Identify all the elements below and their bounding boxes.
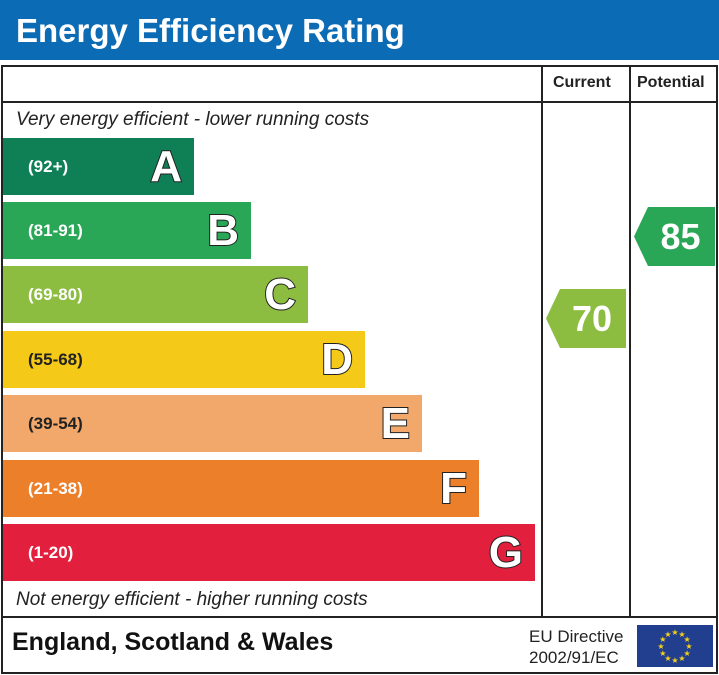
band-bar-d: (55-68) D [3,331,365,388]
band-range: (55-68) [28,349,83,369]
star-icon: ★ [684,635,691,644]
band-bar-a: (92+) A [3,138,194,195]
band-letter: G [488,527,524,578]
eu-directive: EU Directive 2002/91/EC [529,626,623,668]
column-divider [541,65,543,618]
band-range: (69-80) [28,284,83,304]
star-icon: ★ [664,654,671,663]
band-letter: E [380,398,411,449]
eu-flag-icon: ★ ★★★★★★★★★★★ [637,625,713,667]
header-divider [1,101,718,103]
star-icon: ★ [657,642,664,651]
column-divider [629,65,631,618]
region-label: England, Scotland & Wales [12,628,334,656]
band-range: (21-38) [28,478,83,498]
star-icon: ★ [659,635,666,644]
star-icon: ★ [664,630,671,639]
band-letter: F [439,463,468,514]
top-note: Very energy efficient - lower running co… [16,109,370,130]
current-column-header: Current [553,74,611,91]
star-icon: ★ [671,656,678,665]
band-range: (81-91) [28,220,83,240]
footer-divider [1,616,718,618]
band-bar-g: (1-20) G [3,524,535,581]
star-icon: ★ [685,642,692,651]
potential-rating-arrow: 85 [634,207,715,266]
star-icon: ★ [671,628,678,637]
chart-frame [1,65,718,674]
current-rating-arrow: 70 [546,289,626,348]
potential-column-header: Potential [637,74,705,91]
bottom-note: Not energy efficient - higher running co… [16,589,368,610]
band-bar-c: (69-80) C [3,266,308,323]
band-bar-b: (81-91) B [3,202,251,259]
directive-line1: EU Directive [529,627,624,646]
band-range: (92+) [28,156,69,176]
chart-title: Energy Efficiency Rating [0,0,719,60]
star-icon: ★ [659,649,666,658]
band-letter: B [206,205,240,256]
band-bar-e: (39-54) E [3,395,422,452]
star-icon: ★ [678,630,685,639]
star-icon: ★ [678,654,685,663]
band-letter: C [263,269,297,320]
band-range: (39-54) [28,413,83,433]
band-letter: A [149,141,183,192]
star-icon: ★ [684,649,691,658]
directive-line2: 2002/91/EC [529,648,619,667]
band-range: (1-20) [28,542,74,562]
band-letter: D [320,334,354,385]
band-bar-f: (21-38) F [3,460,479,517]
